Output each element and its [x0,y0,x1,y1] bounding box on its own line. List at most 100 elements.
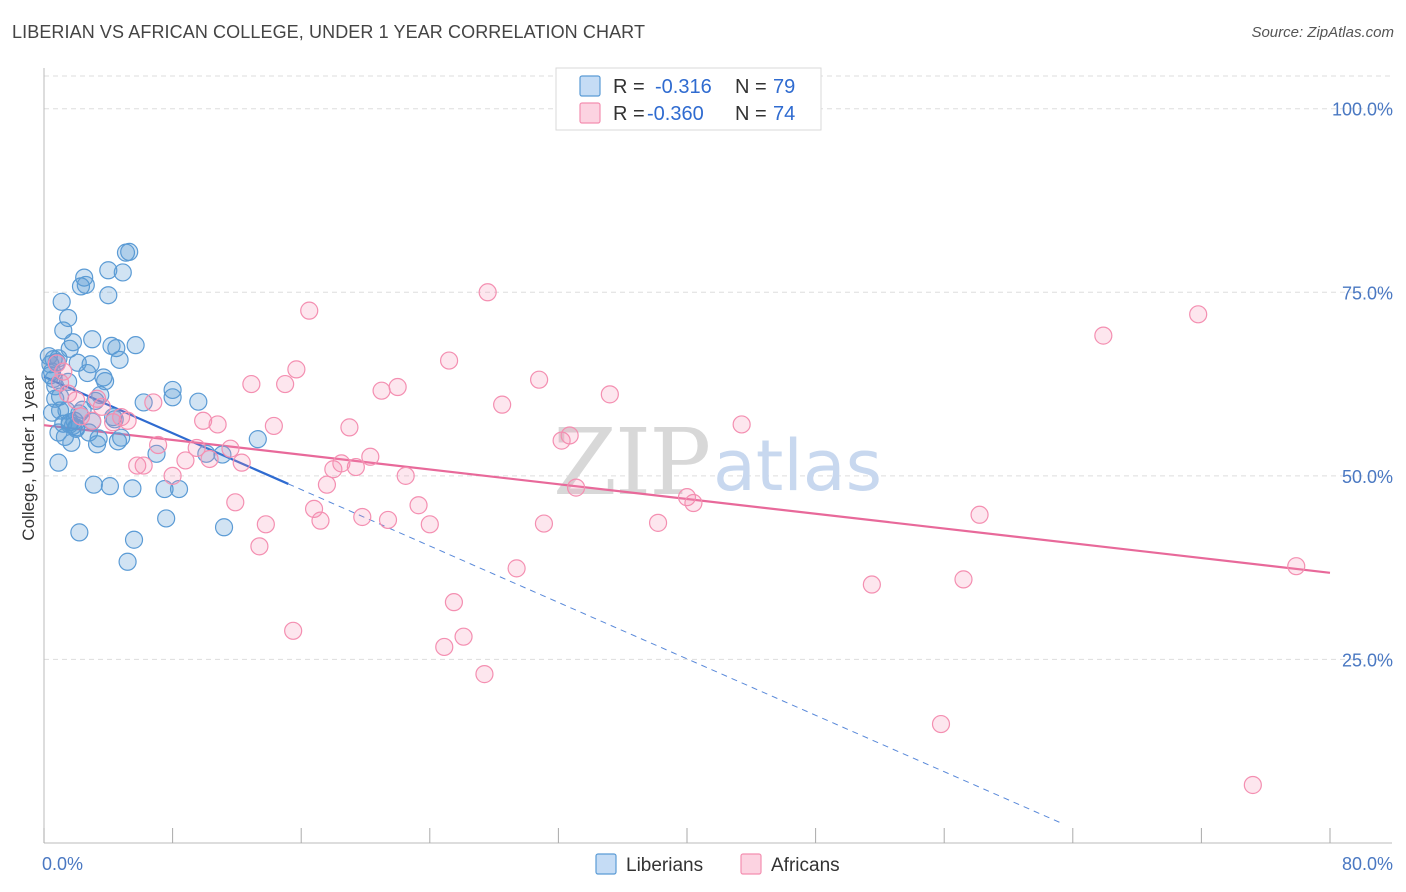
point-africans [256,515,275,534]
trend-extension-liberians [288,483,1061,823]
point-africans [388,377,407,397]
bottom-legend-africans: Africans [771,855,840,876]
point-africans [439,351,459,370]
point-liberians [163,380,182,400]
point-africans [128,456,147,475]
point-liberians [124,530,144,549]
point-africans [208,415,227,434]
legend-swatch-africans [579,102,601,124]
point-africans [149,435,168,455]
point-africans [200,449,219,469]
point-africans [420,515,439,534]
legend-r-label-2: R = [613,103,645,125]
point-africans [340,418,359,437]
point-africans [54,362,73,381]
point-liberians [99,261,118,280]
point-liberians [248,430,267,449]
point-africans [353,507,372,527]
point-africans [144,393,163,412]
point-africans [648,513,668,532]
point-liberians [49,453,68,472]
point-africans [478,283,497,302]
point-africans [221,439,240,458]
point-liberians [83,330,102,349]
point-liberians [70,523,89,542]
bottom-legend-swatch-africans [740,853,762,875]
point-liberians [63,333,83,352]
bottom-legend-swatch-liberians [595,853,617,875]
point-africans [1189,305,1208,324]
point-africans [534,514,554,533]
legend-n-label-1: N = [735,76,767,98]
gridlines [44,75,1392,660]
point-africans [560,426,579,445]
point-liberians [75,268,94,287]
point-africans [435,637,454,657]
bottom-legend: Liberians Africans [595,853,840,876]
legend-n-value-2: 74 [773,103,795,125]
point-africans [1094,326,1113,345]
point-africans [346,457,365,477]
legend-r-label-1: R = [613,76,645,98]
point-africans [444,593,464,612]
point-africans [304,499,324,518]
legend-r-value-1: -0.316 [655,76,712,98]
point-liberians [99,286,118,305]
bottom-legend-liberians: Liberians [626,855,703,876]
point-africans [232,453,251,472]
chart-title: LIBERIAN VS AFRICAN COLLEGE, UNDER 1 YEA… [12,22,646,42]
point-africans [226,493,245,512]
point-africans [507,559,526,578]
point-liberians [197,444,216,463]
axes: 25.0% 50.0% 75.0% 100.0% 0.0% 80.0% [42,68,1393,874]
point-africans [454,627,473,646]
point-liberians [163,388,182,407]
point-liberians [110,350,129,369]
point-africans [970,505,989,524]
trend-lines [43,375,1331,823]
point-africans [284,621,303,640]
point-africans [264,416,283,436]
point-liberians [157,509,176,528]
point-africans [1243,775,1262,795]
point-africans [71,407,91,426]
point-liberians [112,428,131,447]
y-tick-label: 25.0% [1342,650,1393,670]
trend-line-africans [43,424,1331,574]
source-label: Source: ZipAtlas.com [1251,24,1394,41]
point-liberians [95,372,115,391]
point-africans [862,575,881,594]
point-liberians [50,401,70,420]
point-africans [187,438,206,458]
point-africans [134,456,153,475]
point-liberians [76,275,95,295]
point-africans [566,478,586,497]
point-liberians [100,477,120,496]
point-africans [409,496,428,515]
legend-box: R = -0.316 N = 79 R = -0.360 N = 74 [555,67,822,131]
watermark-atlas: atlas [713,425,882,507]
point-africans [317,475,337,494]
point-africans [163,466,182,485]
point-liberians [113,263,132,282]
point-liberians [84,475,103,494]
point-africans [118,411,137,430]
point-africans [396,466,415,485]
data-points [39,242,1306,795]
point-africans [50,373,70,392]
point-africans [378,510,398,530]
point-liberians [155,479,174,499]
legend-r-value-2: -0.360 [647,103,704,125]
point-liberians [126,336,145,355]
point-africans [732,415,751,434]
x-tick-label-max: 80.0% [1342,854,1393,874]
point-africans [600,385,619,404]
point-liberians [134,393,153,412]
point-africans [287,360,306,379]
point-liberians [59,308,78,328]
point-africans [83,411,102,430]
point-liberians [189,392,208,411]
point-africans [332,454,351,473]
point-africans [493,395,512,414]
point-liberians [120,242,139,261]
